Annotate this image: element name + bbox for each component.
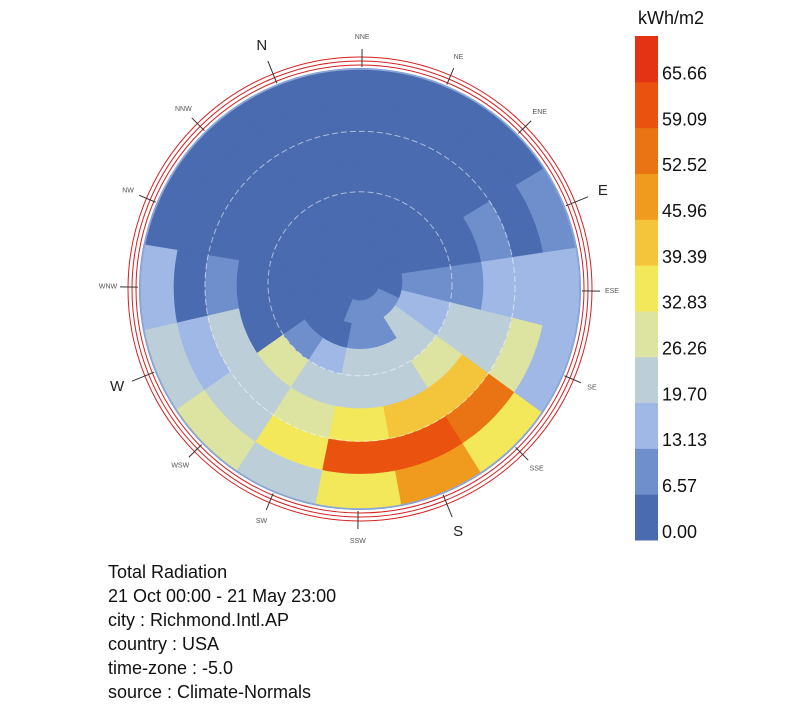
dome-cell — [342, 191, 380, 219]
legend-tick-labels: 0.00 6.57 13.13 19.70 26.26 32.83 39.39 45.96 52… — [662, 64, 707, 542]
dome-cell — [449, 261, 484, 311]
sky-dome — [139, 68, 581, 510]
legend-swatch — [635, 356, 658, 404]
dome-cell — [340, 260, 380, 300]
direction-label: SSW — [350, 538, 366, 545]
direction-label: E — [598, 182, 608, 199]
legend-tick-label: 19.70 — [662, 384, 707, 404]
legend: kWh/m2 0.00 6.57 13.13 19.70 26.26 32.83 39.39… — [635, 8, 707, 542]
dome-cell — [267, 264, 296, 302]
dome-cell — [336, 161, 386, 195]
direction-label: WNW — [99, 284, 118, 291]
direction-label: W — [110, 378, 125, 395]
direction-label: NNE — [355, 34, 370, 41]
dome-cell — [330, 130, 392, 165]
compass-ring — [127, 56, 593, 522]
legend-swatch — [635, 402, 658, 449]
info-city: city : Richmond.Intl.AP — [108, 610, 290, 630]
direction-label: SW — [256, 518, 268, 525]
direction-tick — [188, 444, 203, 458]
dome-cell — [204, 254, 240, 316]
legend-swatch — [635, 265, 658, 312]
legend-swatch — [635, 310, 658, 358]
legend-swatch — [635, 219, 658, 266]
direction-tick — [564, 375, 582, 384]
legend-tick-label: 6.57 — [662, 476, 697, 496]
dome-cell — [340, 346, 378, 377]
legend-swatch — [635, 81, 658, 129]
direction-label: NNW — [175, 106, 192, 113]
dome-cell — [480, 257, 516, 319]
info-period: 21 Oct 00:00 - 21 May 23:00 — [108, 586, 337, 606]
compass-rose: N NNE NE ENE E ESE SE SSE S SSW SW WSW W WNW NW NNW — [99, 34, 619, 545]
dome-cell — [511, 252, 547, 326]
legend-tick-label: 45.96 — [662, 201, 707, 221]
direction-tick — [517, 120, 532, 134]
info-country: country : USA — [108, 634, 220, 654]
dome-cell — [328, 405, 390, 442]
legend-swatch — [635, 448, 658, 495]
compass-ring — [135, 64, 585, 514]
direction-label: ENE — [533, 109, 548, 116]
legend-tick-label: 59.09 — [662, 109, 707, 129]
direction-tick — [265, 493, 274, 511]
direction-label: S — [453, 523, 463, 540]
legend-swatch — [635, 127, 658, 174]
legend-tick-label: 13.13 — [662, 430, 707, 450]
legend-tick-label: 26.26 — [662, 338, 707, 358]
direction-label: SE — [587, 384, 597, 391]
info-title: Total Radiation — [108, 562, 228, 582]
direction-tick — [138, 194, 156, 203]
dome-cell — [314, 469, 402, 510]
direction-label: WSW — [171, 462, 189, 469]
legend-tick-label: 0.00 — [662, 522, 697, 542]
legend-swatch — [635, 36, 658, 83]
dome-cell — [334, 373, 384, 409]
altitude-circle — [204, 130, 516, 442]
legend-tick-label: 65.66 — [662, 64, 707, 84]
legend-tick-label: 52.52 — [662, 155, 707, 175]
legend-tick-label: 32.83 — [662, 293, 707, 313]
dome-cell — [541, 247, 581, 335]
altitude-circle — [267, 191, 453, 377]
direction-tick — [191, 117, 205, 132]
direction-label: ESE — [605, 288, 619, 295]
direction-tick — [267, 60, 278, 84]
direction-tick — [446, 67, 455, 85]
info-timezone: time-zone : -5.0 — [108, 658, 234, 678]
dome-cell — [321, 437, 396, 474]
chart-info: Total Radiation 21 Oct 00:00 - 21 May 23… — [108, 560, 336, 704]
legend-title: kWh/m2 — [638, 8, 704, 28]
direction-tick — [131, 371, 155, 382]
legend-swatch — [635, 494, 658, 541]
dome-cell — [236, 259, 271, 309]
direction-tick — [515, 446, 529, 461]
legend-color-bar — [635, 36, 658, 541]
direction-label: N — [256, 37, 267, 54]
info-source: source : Climate-Normals — [108, 682, 312, 702]
dome-cell — [139, 243, 179, 331]
dome-outline — [139, 68, 581, 510]
dome-cell — [324, 101, 399, 135]
direction-label: SSE — [530, 466, 544, 473]
legend-tick-label: 39.39 — [662, 247, 707, 267]
direction-label: NE — [454, 54, 464, 61]
legend-swatch — [635, 173, 658, 220]
dome-cell — [173, 249, 209, 323]
dome-cell — [318, 68, 406, 106]
compass-ring — [131, 60, 589, 518]
direction-tick — [442, 494, 453, 518]
direction-tick — [565, 196, 589, 207]
direction-label: NW — [122, 187, 134, 194]
